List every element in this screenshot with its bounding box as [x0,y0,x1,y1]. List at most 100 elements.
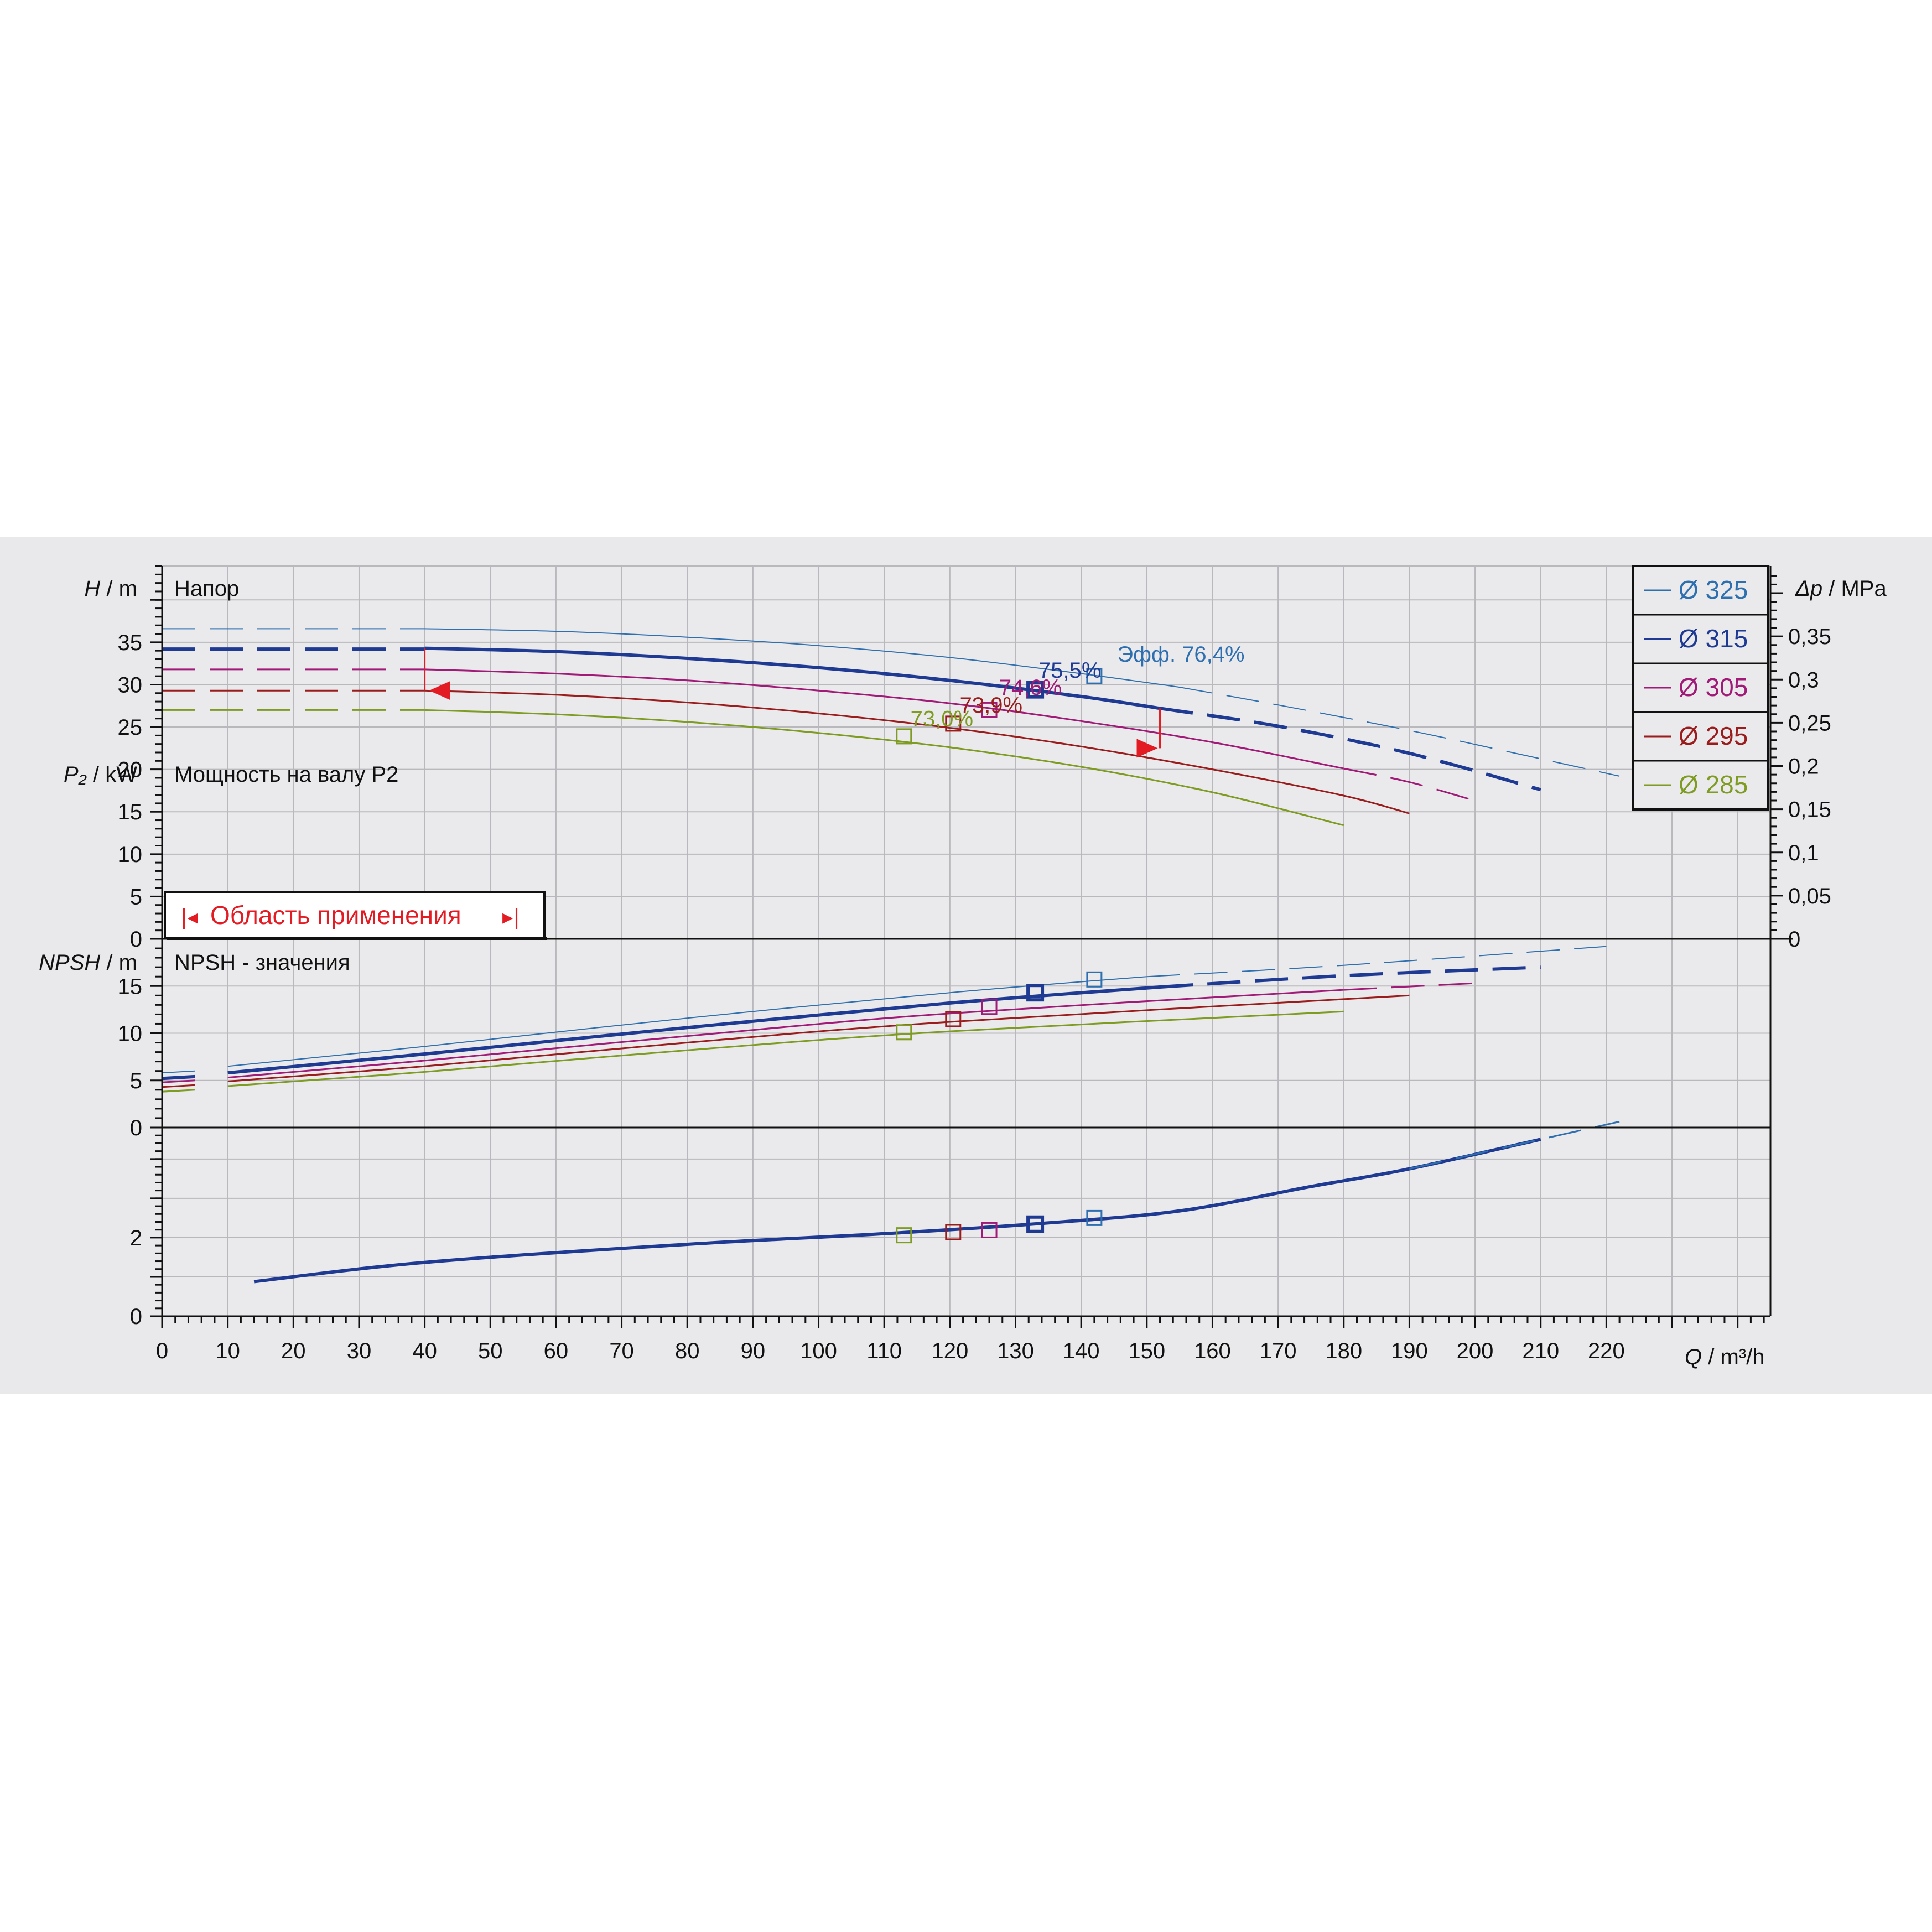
head-curve-d285 [424,709,1344,827]
power-marker-d315 [1026,984,1045,1002]
npsh-axis-sep: / [106,951,118,975]
x-tick-label: 150 [1128,1339,1165,1363]
x-tick-label: 120 [931,1339,968,1363]
power-curve-d315-dashed-end [1160,965,1541,989]
legend: Ø 325 Ø 315 Ø 305 Ø 295 Ø 285 [1632,565,1769,811]
head-bep-label-d325: Эфф. 76,4% [1117,642,1244,667]
chart-panel: 0 10 20 30 40 50 60 70 80 90 100 110 120 130 140 150 160… [0,537,1932,1394]
npsh-plot-bg [162,1128,1770,1316]
head-bep-label-d315: 75,5% [1038,658,1101,683]
power-y-tick-label: 10 [118,1022,143,1046]
x-axis-unit: m³/h [1720,1345,1764,1369]
x-tick-label: 220 [1588,1339,1625,1363]
dp-axis-symbol: Δp [1795,577,1822,601]
x-axis-label: Q / m³/h [1685,1345,1764,1369]
head-curve-d315 [424,646,1160,710]
head-y-tick-label: 30 [118,673,143,697]
head-curve-d305 [424,668,1344,770]
x-tick-label: 20 [281,1339,306,1363]
npsh-marker-d295 [945,1224,962,1240]
head-bep-marker-d295 [945,715,962,732]
dp-axis-label: Δp / MPa [1795,577,1887,601]
dp-tick-label: 0,35 [1788,625,1831,649]
x-tick-label: 60 [544,1339,569,1363]
dp-tick-label: 0,2 [1788,755,1819,779]
dp-tick-label: 0,15 [1788,798,1831,822]
x-tick-label: 30 [347,1339,372,1363]
x-tick-label: 80 [675,1339,700,1363]
legend-label-d325: Ø 325 [1679,575,1748,604]
head-bep-label-d285: 73,0% [911,707,973,731]
head-curve-d325 [424,628,1180,688]
power-curve-d325-seg1 [227,976,1147,1067]
label-layer: Эфф. 76,4% 75,5%74,6%73,9%73,0% [911,642,1245,731]
head-bep-marker-d285 [896,728,912,745]
head-plot-bg [162,566,1770,939]
npsh-marker-d305 [981,1222,998,1238]
x-tick-label: 50 [478,1339,503,1363]
head-curve-d305-dashed-end [1343,767,1476,802]
npsh-marker-d325 [1086,1209,1103,1226]
power-marker-d325 [1086,971,1103,988]
x-tick-label: 170 [1260,1339,1297,1363]
npsh-curve-dashed-end [1409,1120,1620,1170]
application-range-right-arrow: ▸| [502,905,520,929]
x-tick-label: 160 [1194,1339,1231,1363]
npsh-panel-title: NPSH - значения [174,951,350,975]
legend-label-d315: Ø 315 [1679,624,1748,653]
npsh-axis-label: NPSH / m [39,951,137,975]
x-tick-label: 10 [215,1339,240,1363]
x-axis-sep: / [1708,1345,1720,1369]
application-range-label: Область применения [210,901,461,929]
head-y-tick-label: 5 [130,885,142,909]
x-tick-label: 190 [1391,1339,1428,1363]
head-panel-title: Напор [174,577,239,601]
power-curve-d285-seg0 [162,1089,195,1093]
head-bep-marker-d305 [981,702,998,718]
power-curve-d305-seg0 [162,1079,195,1083]
x-tick-label: 0 [156,1339,168,1363]
head-bep-label-d305: 74,6% [999,676,1062,700]
head-curve-d295 [424,689,1410,814]
head-axis-symbol: H [84,577,100,601]
head-bep-marker-d315 [1026,681,1045,699]
legend-label-d285: Ø 285 [1679,770,1748,799]
x-tick-label: 70 [609,1339,634,1363]
dp-tick-label: 0,3 [1788,668,1819,692]
power-panel-title: Мощность на валу P2 [174,762,398,787]
x-tick-label: 130 [997,1339,1034,1363]
power-curve-d325-dashed-end [1146,946,1607,978]
head-y-tick-label: 25 [118,715,143,740]
legend-label-d295: Ø 295 [1679,721,1748,750]
power-curve-d295-seg1 [227,994,1410,1082]
x-tick-label: 100 [800,1339,837,1363]
npsh-marker-d315 [1026,1215,1045,1233]
power-curve-d285-seg1 [227,1010,1344,1087]
dp-tick-label: 0 [1788,927,1800,952]
x-tick-label: 140 [1063,1339,1100,1363]
head-y-tick-label: 10 [118,843,143,867]
dp-tick-label: 0,05 [1788,884,1831,908]
application-range-shadow [167,937,547,940]
head-bep-marker-d325 [1086,668,1103,684]
x-axis-symbol: Q [1685,1345,1702,1369]
power-marker-d285 [896,1024,912,1041]
power-axis-symbol: P₂ [64,762,87,787]
npsh-y-tick-label: 2 [130,1226,142,1250]
power-curve-d305-seg1 [227,989,1344,1079]
application-range-box: |◂ Область применения ▸| [164,891,547,940]
head-y-tick-label: 15 [118,800,143,824]
x-tick-label: 40 [412,1339,437,1363]
head-bep-label-d295: 73,9% [960,693,1022,718]
npsh-y-tick-label: 0 [130,1305,142,1329]
x-tick-label: 180 [1325,1339,1362,1363]
dp-tick-label: 0,25 [1788,711,1831,735]
head-axis-label: H / m [84,577,137,601]
power-curve-d325-seg0 [162,1070,195,1074]
power-curve-d305-dashed-end [1343,982,1476,991]
npsh-axis-unit: m [119,951,137,975]
head-curve-d325-dashed-end [1179,687,1620,777]
power-axis-sep: / [93,762,105,787]
power-axis-label: P₂ / kW [64,762,137,787]
legend-label-d305: Ø 305 [1679,673,1748,702]
